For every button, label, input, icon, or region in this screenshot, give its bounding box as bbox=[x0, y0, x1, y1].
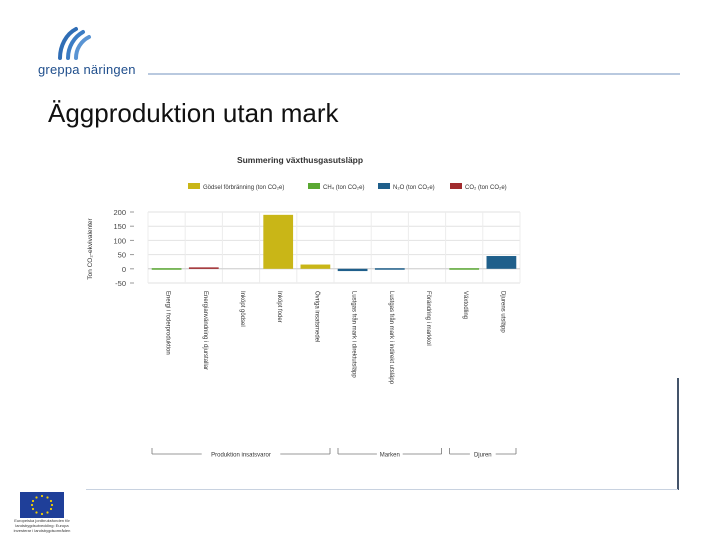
bar-4 bbox=[337, 268, 368, 272]
greppa-logo-icon bbox=[58, 27, 91, 60]
legend-swatch-1 bbox=[308, 183, 320, 189]
greppa-logo: greppa näringen bbox=[38, 26, 148, 82]
legend-label-3: CO₂ (ton CO₂e) bbox=[465, 185, 507, 191]
ghg-chart: Summering växthusgasutsläpp Gödsel förbrä… bbox=[87, 155, 521, 459]
y-tick-label: 0 bbox=[122, 265, 126, 274]
legend-label-1: CH₄ (ton CO₂e) bbox=[323, 185, 364, 191]
bar-5 bbox=[374, 268, 405, 270]
x-category-label: Lustgas från mark i indirekt utsläpp bbox=[388, 291, 395, 385]
right-accent-line bbox=[677, 378, 679, 490]
x-category-label: Inköpt gödsel bbox=[239, 291, 245, 327]
logo-text: greppa näringen bbox=[38, 62, 136, 77]
footer-divider bbox=[86, 489, 678, 490]
bar-3 bbox=[300, 264, 331, 269]
y-tick-label: -50 bbox=[115, 279, 126, 288]
y-tick-label: 100 bbox=[113, 236, 126, 245]
x-category-label: Djurens utsläpp bbox=[499, 291, 505, 333]
legend-label-2: N₂O (ton CO₂e) bbox=[393, 185, 435, 191]
x-category-label: Växtodling bbox=[462, 291, 468, 319]
group-label-2: Djuren bbox=[474, 453, 492, 459]
eu-flag-icon bbox=[20, 492, 64, 518]
eu-flag bbox=[12, 492, 72, 536]
slide-title: Äggproduktion utan mark bbox=[48, 98, 339, 128]
header-divider bbox=[148, 73, 680, 75]
y-tick-label: 150 bbox=[113, 222, 126, 231]
eu-text: Europeiska jordbruksfonden för landsbygd… bbox=[13, 518, 71, 533]
group-label-bg-1 bbox=[376, 450, 403, 458]
group-label-0: Produktion insatsvaror bbox=[211, 453, 271, 459]
bar-0 bbox=[151, 268, 182, 270]
legend-swatch-2 bbox=[378, 183, 390, 189]
group-label-1: Marken bbox=[380, 453, 400, 459]
legend-label-0: Gödsel förbränning (ton CO₂e) bbox=[203, 185, 284, 191]
x-category-label: Lustgas från mark i direktutsläpp bbox=[351, 291, 358, 378]
x-category-label: Energi i foderproduktion bbox=[165, 291, 171, 355]
bar-2 bbox=[263, 214, 294, 269]
x-category-label: Förändring i markkol bbox=[425, 291, 431, 346]
bar-6 bbox=[449, 268, 480, 270]
x-category-label: Övriga insatsmedel bbox=[313, 291, 320, 342]
group-label-bg-2 bbox=[469, 450, 496, 458]
chart-title: Summering växthusgasutsläpp bbox=[237, 155, 363, 165]
legend-swatch-0 bbox=[188, 183, 200, 189]
bar-1 bbox=[188, 267, 219, 269]
group-label-bg-0 bbox=[201, 450, 281, 458]
y-axis-label: Ton CO₂-ekvivalenter bbox=[87, 217, 94, 279]
legend-swatch-3 bbox=[450, 183, 462, 189]
x-category-label: Inköpt foder bbox=[276, 291, 282, 323]
x-category-label: Energianvändning i djurstallar bbox=[202, 291, 208, 370]
y-tick-label: 50 bbox=[118, 251, 126, 260]
bar-7 bbox=[486, 256, 517, 269]
y-tick-label: 200 bbox=[113, 208, 126, 217]
